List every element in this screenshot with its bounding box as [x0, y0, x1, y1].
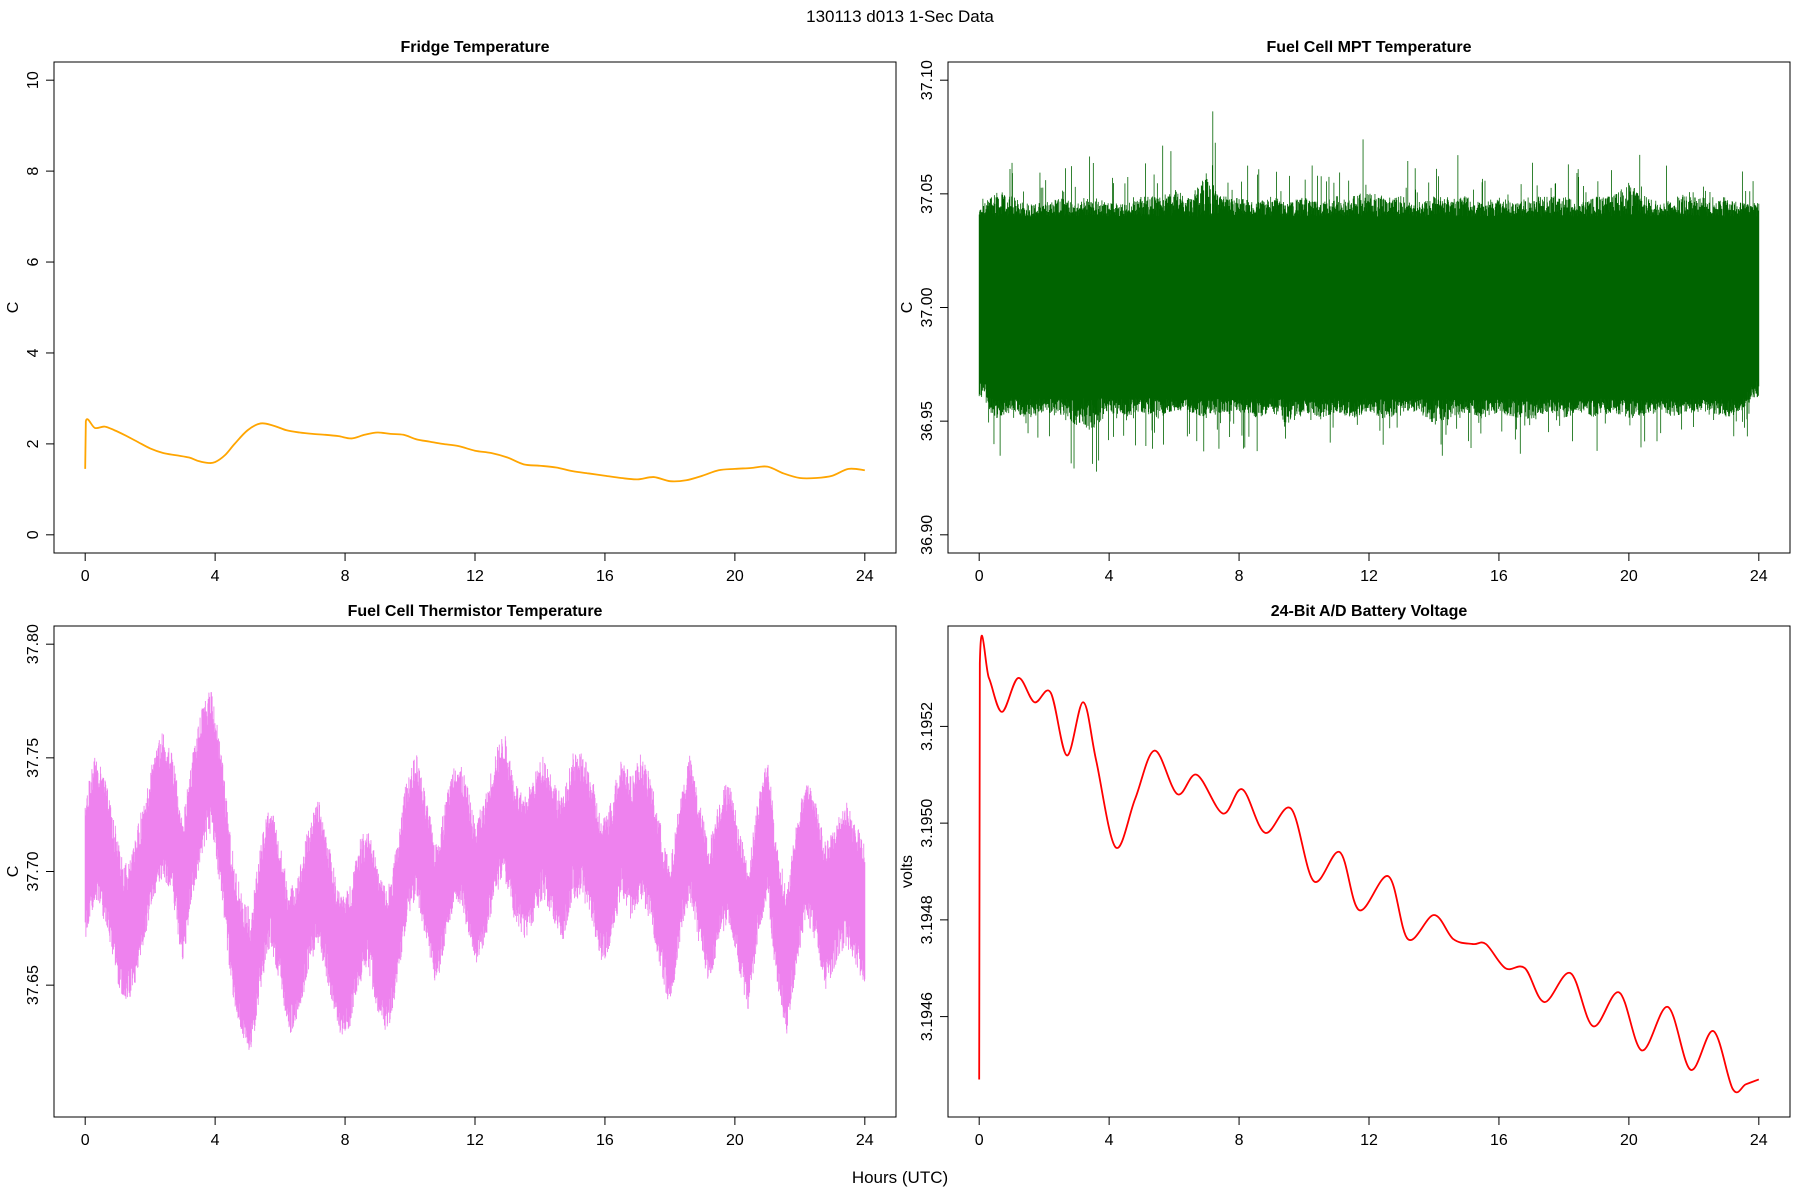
x-tick-label: 4: [211, 1132, 220, 1149]
y-tick-label: 37.00: [919, 287, 936, 327]
y-axis-label: C: [5, 866, 22, 878]
y-tick-label: 36.90: [919, 515, 936, 555]
x-tick-label: 24: [856, 1132, 874, 1149]
x-tick-label: 20: [726, 568, 744, 585]
x-tick-label: 8: [341, 568, 350, 585]
y-tick-label: 3.1950: [919, 799, 936, 848]
y-tick-label: 4: [25, 348, 42, 357]
x-tick-label: 12: [466, 1132, 484, 1149]
series-thermistor-temperature: [84, 692, 866, 1050]
x-tick-label: 16: [1490, 1132, 1508, 1149]
y-tick-label: 37.80: [25, 624, 42, 664]
panel-fuel-cell-thermistor-temperature: Fuel Cell Thermistor Temperature C 0 4 8 12 16…: [5, 603, 897, 1149]
y-tick-label: 37.10: [919, 60, 936, 100]
x-tick-label: 4: [1105, 568, 1114, 585]
y-tick-label: 6: [25, 257, 42, 266]
y-axis-label: volts: [899, 855, 916, 888]
x-tick-label: 4: [211, 568, 220, 585]
panel-title: 24-Bit A/D Battery Voltage: [1271, 603, 1468, 620]
y-tick-label: 37.75: [25, 738, 42, 778]
series-mpt-core-band: [979, 216, 1759, 399]
x-tick-label: 0: [81, 568, 90, 585]
plot-area: [978, 634, 1760, 1094]
series-battery: [978, 634, 1760, 1094]
panel-battery-voltage: 24-Bit A/D Battery Voltage volts 0 4 8 12 16 20…: [899, 603, 1791, 1149]
y-tick-label: 10: [25, 71, 42, 89]
x-tick-label: 20: [1620, 1132, 1638, 1149]
plot-frame: [53, 61, 897, 554]
panel-title: Fuel Cell MPT Temperature: [1266, 39, 1471, 56]
y-axis-label: C: [5, 302, 22, 314]
y-tick-label: 37.05: [919, 174, 936, 214]
x-tick-label: 8: [1235, 568, 1244, 585]
panel-fuel-cell-mpt-temperature: Fuel Cell MPT Temperature C 0 4 8 12 16 20 24 36.…: [899, 39, 1791, 585]
x-tick-label: 12: [1360, 1132, 1378, 1149]
x-tick-label: 16: [1490, 568, 1508, 585]
x-tick-label: 24: [1750, 1132, 1768, 1149]
y-axis-label: C: [899, 302, 916, 314]
figure-title: 130113 d013 1-Sec Data: [806, 7, 994, 26]
x-tick-label: 0: [975, 568, 984, 585]
panel-title: Fridge Temperature: [400, 39, 549, 56]
plot-area: [978, 111, 1760, 472]
plot-area: [84, 418, 865, 483]
x-tick-label: 16: [596, 1132, 614, 1149]
plot-frame: [947, 625, 1791, 1118]
y-tick-label: 37.70: [25, 851, 42, 891]
y-tick-label: 2: [25, 439, 42, 448]
x-tick-label: 12: [1360, 568, 1378, 585]
y-tick-label: 0: [25, 530, 42, 539]
x-tick-label: 24: [856, 568, 874, 585]
plot-area: [84, 692, 866, 1050]
y-tick-label: 3.1946: [919, 992, 936, 1041]
series-fridge: [84, 418, 865, 483]
y-tick-label: 3.1948: [919, 895, 936, 944]
x-tick-label: 8: [341, 1132, 350, 1149]
x-tick-label: 8: [1235, 1132, 1244, 1149]
y-tick-label: 37.65: [25, 965, 42, 1005]
figure-x-axis-label: Hours (UTC): [851, 1168, 949, 1187]
x-tick-label: 24: [1750, 568, 1768, 585]
x-tick-label: 20: [726, 1132, 744, 1149]
y-tick-label: 8: [25, 167, 42, 176]
y-tick-label: 3.1952: [919, 702, 936, 751]
x-tick-label: 4: [1105, 1132, 1114, 1149]
panel-title: Fuel Cell Thermistor Temperature: [348, 603, 603, 620]
x-tick-label: 12: [466, 568, 484, 585]
y-tick-label: 36.95: [919, 401, 936, 441]
x-tick-label: 0: [975, 1132, 984, 1149]
x-tick-label: 0: [81, 1132, 90, 1149]
x-tick-label: 16: [596, 568, 614, 585]
x-tick-label: 20: [1620, 568, 1638, 585]
